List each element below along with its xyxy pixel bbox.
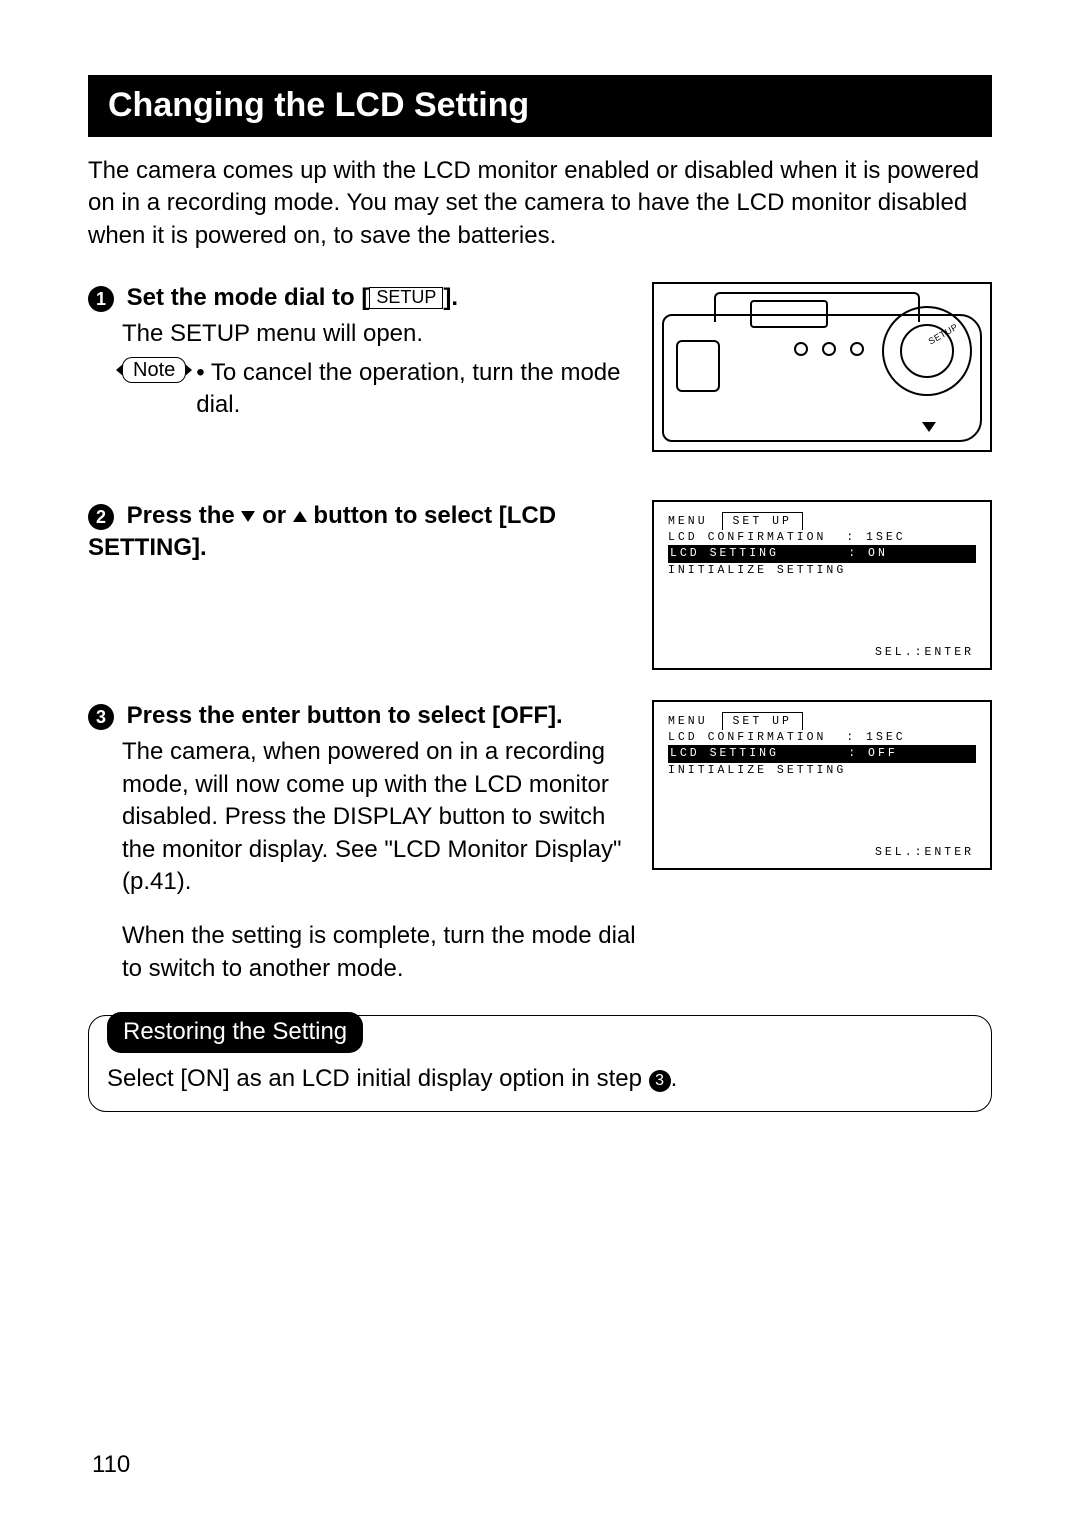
lcd1-tab: SET UP (722, 512, 803, 530)
step-3-number: 3 (88, 704, 114, 730)
lcd2-row2v: : OFF (848, 747, 898, 760)
down-arrow-icon (241, 511, 255, 522)
step-1-number: 1 (88, 286, 114, 312)
step-1-head-pre: Set the mode dial to [ (127, 284, 370, 311)
page-title-bar: Changing the LCD Setting (88, 75, 992, 137)
lcd2-row1: LCD CONFIRMATION (668, 731, 826, 744)
restoring-body-num: 3 (649, 1070, 671, 1092)
up-arrow-icon (293, 511, 307, 522)
lcd2-row3: INITIALIZE SETTING (668, 764, 846, 777)
step-3-body2: When the setting is complete, turn the m… (88, 920, 636, 985)
lcd2-footer: SEL.:ENTER (875, 845, 974, 861)
intro-text: The camera comes up with the LCD monitor… (88, 155, 992, 252)
step-3-body1: The camera, when powered on in a recordi… (88, 736, 636, 898)
camera-illustration: SETUP (652, 282, 992, 452)
restoring-body-pre: Select [ON] as an LCD initial display op… (107, 1065, 649, 1092)
step-2-head-mid: or (255, 502, 292, 529)
page-title: Changing the LCD Setting (106, 83, 529, 129)
step-1: 1 Set the mode dial to [SETUP]. The SETU… (88, 282, 992, 452)
setup-box-icon: SETUP (369, 287, 443, 309)
page-number: 110 (92, 1449, 130, 1481)
note-text: • To cancel the operation, turn the mode… (196, 357, 636, 422)
lcd1-menu: MENU (668, 515, 708, 528)
lcd1-row1: LCD CONFIRMATION (668, 531, 826, 544)
lcd2-tab: SET UP (722, 712, 803, 730)
lcd1-footer: SEL.:ENTER (875, 645, 974, 661)
lcd2-menu: MENU (668, 715, 708, 728)
restoring-box: Restoring the Setting Select [ON] as an … (88, 1015, 992, 1112)
step-2-number: 2 (88, 504, 114, 530)
restoring-body-post: . (671, 1065, 678, 1092)
lcd1-row2v: : ON (848, 547, 888, 560)
restoring-pill: Restoring the Setting (107, 1012, 363, 1052)
lcd1-row1v: : 1SEC (846, 531, 905, 544)
lcd2-row2: LCD SETTING (670, 747, 779, 760)
note-label: Note (122, 357, 186, 383)
lcd1-row3: INITIALIZE SETTING (668, 564, 846, 577)
step-2-head-pre: Press the (127, 502, 242, 529)
lcd1-row2: LCD SETTING (670, 547, 779, 560)
step-3-head: Press the enter button to select [OFF]. (127, 702, 563, 729)
lcd-screen-step3: MENU SET UP LCD CONFIRMATION : 1SEC LCD … (652, 700, 992, 870)
step-3: 3 Press the enter button to select [OFF]… (88, 700, 992, 985)
lcd-screen-step2: MENU SET UP LCD CONFIRMATION : 1SEC LCD … (652, 500, 992, 670)
lcd2-row1v: : 1SEC (846, 731, 905, 744)
step-2: 2 Press the or button to select [LCD SET… (88, 500, 992, 670)
step-1-head-post: ]. (443, 284, 458, 311)
step-1-body: The SETUP menu will open. (88, 318, 636, 350)
